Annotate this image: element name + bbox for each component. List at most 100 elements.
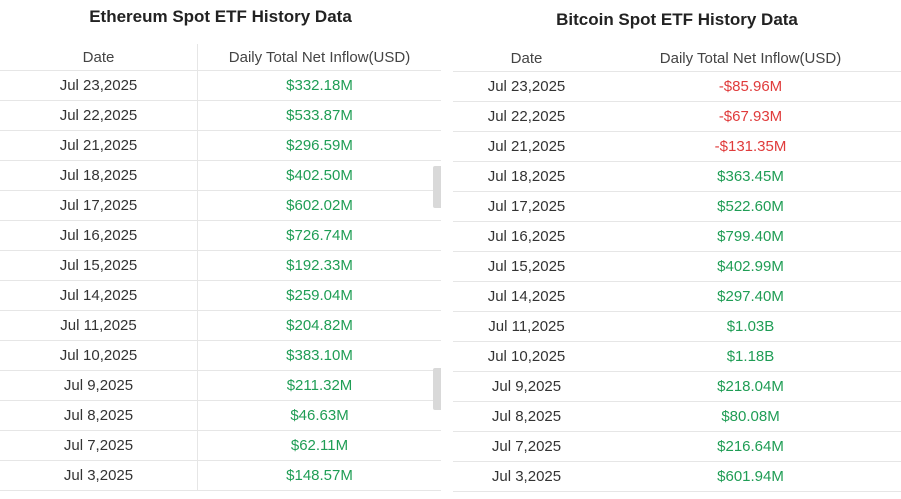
table-row[interactable]: Jul 9,2025 $218.04M	[453, 371, 901, 402]
table-row[interactable]: Jul 8,2025 $46.63M	[0, 400, 441, 431]
date-cell: Jul 16,2025	[453, 221, 600, 252]
table-row[interactable]: Jul 23,2025 -$85.96M	[453, 71, 901, 102]
date-cell: Jul 14,2025	[0, 280, 198, 311]
net-inflow-cell: $533.87M	[197, 100, 441, 131]
net-inflow-cell: $1.18B	[600, 341, 901, 372]
inflow-column-header[interactable]: Daily Total Net Inflow(USD)	[197, 44, 441, 71]
net-inflow-cell: $297.40M	[600, 281, 901, 312]
table-row[interactable]: Jul 8,2025 $80.08M	[453, 401, 901, 432]
date-cell: Jul 9,2025	[453, 371, 600, 402]
net-inflow-cell: $46.63M	[197, 400, 441, 431]
net-inflow-cell: $402.50M	[197, 160, 441, 191]
date-cell: Jul 23,2025	[453, 71, 600, 102]
table-row[interactable]: Jul 18,2025 $402.50M	[0, 160, 441, 191]
net-inflow-cell: $218.04M	[600, 371, 901, 402]
table-header-row: Date Daily Total Net Inflow(USD)	[0, 44, 441, 71]
table-row[interactable]: Jul 10,2025 $1.18B	[453, 341, 901, 372]
table-row[interactable]: Jul 16,2025 $726.74M	[0, 220, 441, 251]
date-cell: Jul 18,2025	[0, 160, 198, 191]
table-row[interactable]: Jul 15,2025 $192.33M	[0, 250, 441, 281]
table-row[interactable]: Jul 17,2025 $522.60M	[453, 191, 901, 222]
date-cell: Jul 7,2025	[0, 430, 198, 461]
table-row[interactable]: Jul 11,2025 $1.03B	[453, 311, 901, 342]
scroll-handle[interactable]	[433, 368, 441, 410]
ethereum-etf-table: Date Daily Total Net Inflow(USD) Jul 23,…	[0, 44, 441, 491]
net-inflow-cell: $383.10M	[197, 340, 441, 371]
date-cell: Jul 23,2025	[0, 70, 198, 101]
net-inflow-cell: -$131.35M	[600, 131, 901, 162]
table-row[interactable]: Jul 23,2025 $332.18M	[0, 70, 441, 101]
net-inflow-cell: $204.82M	[197, 310, 441, 341]
date-cell: Jul 9,2025	[0, 370, 198, 401]
table-row[interactable]: Jul 14,2025 $297.40M	[453, 281, 901, 312]
table-row[interactable]: Jul 9,2025 $211.32M	[0, 370, 441, 401]
net-inflow-cell: $332.18M	[197, 70, 441, 101]
date-cell: Jul 7,2025	[453, 431, 600, 462]
table-row[interactable]: Jul 22,2025 $533.87M	[0, 100, 441, 131]
net-inflow-cell: $1.03B	[600, 311, 901, 342]
date-cell: Jul 11,2025	[0, 310, 198, 341]
bitcoin-etf-table: Date Daily Total Net Inflow(USD) Jul 23,…	[453, 45, 901, 492]
net-inflow-cell: $522.60M	[600, 191, 901, 222]
table-row[interactable]: Jul 21,2025 $296.59M	[0, 130, 441, 161]
net-inflow-cell: $80.08M	[600, 401, 901, 432]
date-cell: Jul 22,2025	[0, 100, 198, 131]
table-row[interactable]: Jul 11,2025 $204.82M	[0, 310, 441, 341]
table-row[interactable]: Jul 17,2025 $602.02M	[0, 190, 441, 221]
date-cell: Jul 8,2025	[0, 400, 198, 431]
date-cell: Jul 8,2025	[453, 401, 600, 432]
table-row[interactable]: Jul 7,2025 $216.64M	[453, 431, 901, 462]
net-inflow-cell: $602.02M	[197, 190, 441, 221]
net-inflow-cell: $726.74M	[197, 220, 441, 251]
table-header-row: Date Daily Total Net Inflow(USD)	[453, 45, 901, 72]
net-inflow-cell: $601.94M	[600, 461, 901, 492]
date-cell: Jul 22,2025	[453, 101, 600, 132]
table-row[interactable]: Jul 22,2025 -$67.93M	[453, 101, 901, 132]
net-inflow-cell: $211.32M	[197, 370, 441, 401]
bitcoin-etf-panel: Bitcoin Spot ETF History Data Date Daily…	[453, 0, 901, 492]
date-cell: Jul 3,2025	[453, 461, 600, 492]
net-inflow-cell: -$67.93M	[600, 101, 901, 132]
date-column-header[interactable]: Date	[0, 44, 198, 71]
date-column-header[interactable]: Date	[453, 45, 600, 72]
net-inflow-cell: $259.04M	[197, 280, 441, 311]
net-inflow-cell: $402.99M	[600, 251, 901, 282]
net-inflow-cell: $216.64M	[600, 431, 901, 462]
ethereum-panel-title: Ethereum Spot ETF History Data	[89, 7, 352, 26]
date-cell: Jul 17,2025	[453, 191, 600, 222]
date-cell: Jul 10,2025	[453, 341, 600, 372]
scroll-handle[interactable]	[433, 166, 441, 208]
date-cell: Jul 15,2025	[453, 251, 600, 282]
inflow-column-header[interactable]: Daily Total Net Inflow(USD)	[600, 45, 901, 72]
table-row[interactable]: Jul 21,2025 -$131.35M	[453, 131, 901, 162]
date-cell: Jul 10,2025	[0, 340, 198, 371]
net-inflow-cell: $799.40M	[600, 221, 901, 252]
date-cell: Jul 18,2025	[453, 161, 600, 192]
table-row[interactable]: Jul 15,2025 $402.99M	[453, 251, 901, 282]
table-row[interactable]: Jul 16,2025 $799.40M	[453, 221, 901, 252]
net-inflow-cell: -$85.96M	[600, 71, 901, 102]
net-inflow-cell: $363.45M	[600, 161, 901, 192]
ethereum-table-body: Jul 23,2025 $332.18M Jul 22,2025 $533.87M Ju…	[0, 70, 441, 491]
date-cell: Jul 16,2025	[0, 220, 198, 251]
bitcoin-table-body: Jul 23,2025 -$85.96M Jul 22,2025 -$67.93M Ju…	[453, 71, 901, 492]
table-row[interactable]: Jul 18,2025 $363.45M	[453, 161, 901, 192]
date-cell: Jul 17,2025	[0, 190, 198, 221]
date-cell: Jul 14,2025	[453, 281, 600, 312]
table-row[interactable]: Jul 14,2025 $259.04M	[0, 280, 441, 311]
date-cell: Jul 11,2025	[453, 311, 600, 342]
table-row[interactable]: Jul 7,2025 $62.11M	[0, 430, 441, 461]
net-inflow-cell: $192.33M	[197, 250, 441, 281]
date-cell: Jul 15,2025	[0, 250, 198, 281]
date-cell: Jul 21,2025	[0, 130, 198, 161]
date-cell: Jul 3,2025	[0, 460, 198, 491]
bitcoin-panel-title: Bitcoin Spot ETF History Data	[556, 10, 798, 29]
ethereum-etf-panel: Ethereum Spot ETF History Data Date Dail…	[0, 0, 441, 491]
table-row[interactable]: Jul 10,2025 $383.10M	[0, 340, 441, 371]
net-inflow-cell: $296.59M	[197, 130, 441, 161]
net-inflow-cell: $62.11M	[197, 430, 441, 461]
table-row[interactable]: Jul 3,2025 $601.94M	[453, 461, 901, 492]
date-cell: Jul 21,2025	[453, 131, 600, 162]
net-inflow-cell: $148.57M	[197, 460, 441, 491]
table-row[interactable]: Jul 3,2025 $148.57M	[0, 460, 441, 491]
